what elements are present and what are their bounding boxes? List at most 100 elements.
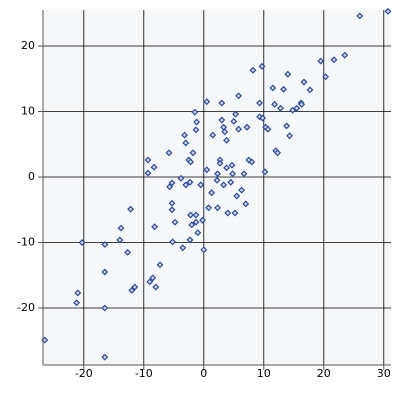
point [191,108,199,116]
point [224,209,232,217]
point [240,170,248,178]
point [242,200,250,208]
point [152,283,160,291]
point [169,238,177,246]
point [221,128,229,136]
point [203,166,211,174]
point [179,244,187,252]
point [322,73,330,81]
point [192,218,200,226]
point [233,192,241,200]
x-tick-label: 0 [200,367,207,380]
y-tick-label: 10 [21,105,35,118]
point [146,278,154,286]
point [128,286,136,294]
point [171,218,179,226]
x-tick-label: -20 [75,367,93,380]
point [259,114,267,122]
point [286,132,294,140]
y-tick-label: -20 [17,301,35,314]
point [101,241,109,248]
point [116,236,124,244]
point [283,122,291,130]
point [227,178,235,186]
y-tick-label: 0 [28,170,35,183]
point [243,123,251,131]
point [317,57,325,65]
x-tick-label: 10 [257,367,271,380]
point [258,62,266,70]
point [298,100,306,108]
point [168,199,176,207]
point [209,131,217,139]
x-tick-label: 30 [377,367,391,380]
point [182,181,190,189]
x-tick-label: 20 [317,367,331,380]
point [218,99,226,107]
point [101,353,109,361]
point [230,117,238,125]
point [186,236,194,244]
point [235,92,243,100]
point [165,149,173,157]
point [187,158,195,166]
point [235,125,243,133]
point [284,70,292,78]
point [200,246,208,254]
point [194,229,202,237]
point [187,211,195,219]
point [214,204,222,212]
point [229,170,237,178]
point [208,189,216,197]
point [280,85,288,93]
point [205,204,213,212]
point [144,169,152,177]
point [197,181,205,189]
point [223,164,231,172]
point [192,126,200,134]
point [384,7,392,15]
point [261,168,269,176]
point [166,183,174,191]
point [330,56,338,64]
point [156,261,164,269]
point [228,161,236,169]
point [223,136,231,144]
point [189,149,197,157]
point [117,224,125,232]
point [177,174,185,182]
point [149,274,157,282]
point [218,116,226,124]
y-tick-label: -10 [17,236,35,249]
point [186,178,194,186]
point [193,118,201,126]
point [203,98,211,106]
point [101,304,109,312]
point [306,86,314,94]
point [144,156,152,164]
point [214,170,222,178]
point [74,289,82,297]
point [245,156,253,164]
point [293,104,301,112]
point [289,106,297,114]
points [41,7,392,361]
point [231,209,239,217]
point [248,158,256,166]
point [256,99,264,107]
point [101,268,109,276]
point [274,149,282,157]
point [181,131,189,139]
y-tick-label: 20 [21,39,35,52]
point [192,211,200,219]
point [78,239,86,246]
point [238,186,246,194]
point [168,179,176,187]
point [271,100,279,108]
point [168,206,176,214]
point [232,110,240,118]
point [356,12,364,20]
point [188,221,196,229]
point [220,181,228,189]
